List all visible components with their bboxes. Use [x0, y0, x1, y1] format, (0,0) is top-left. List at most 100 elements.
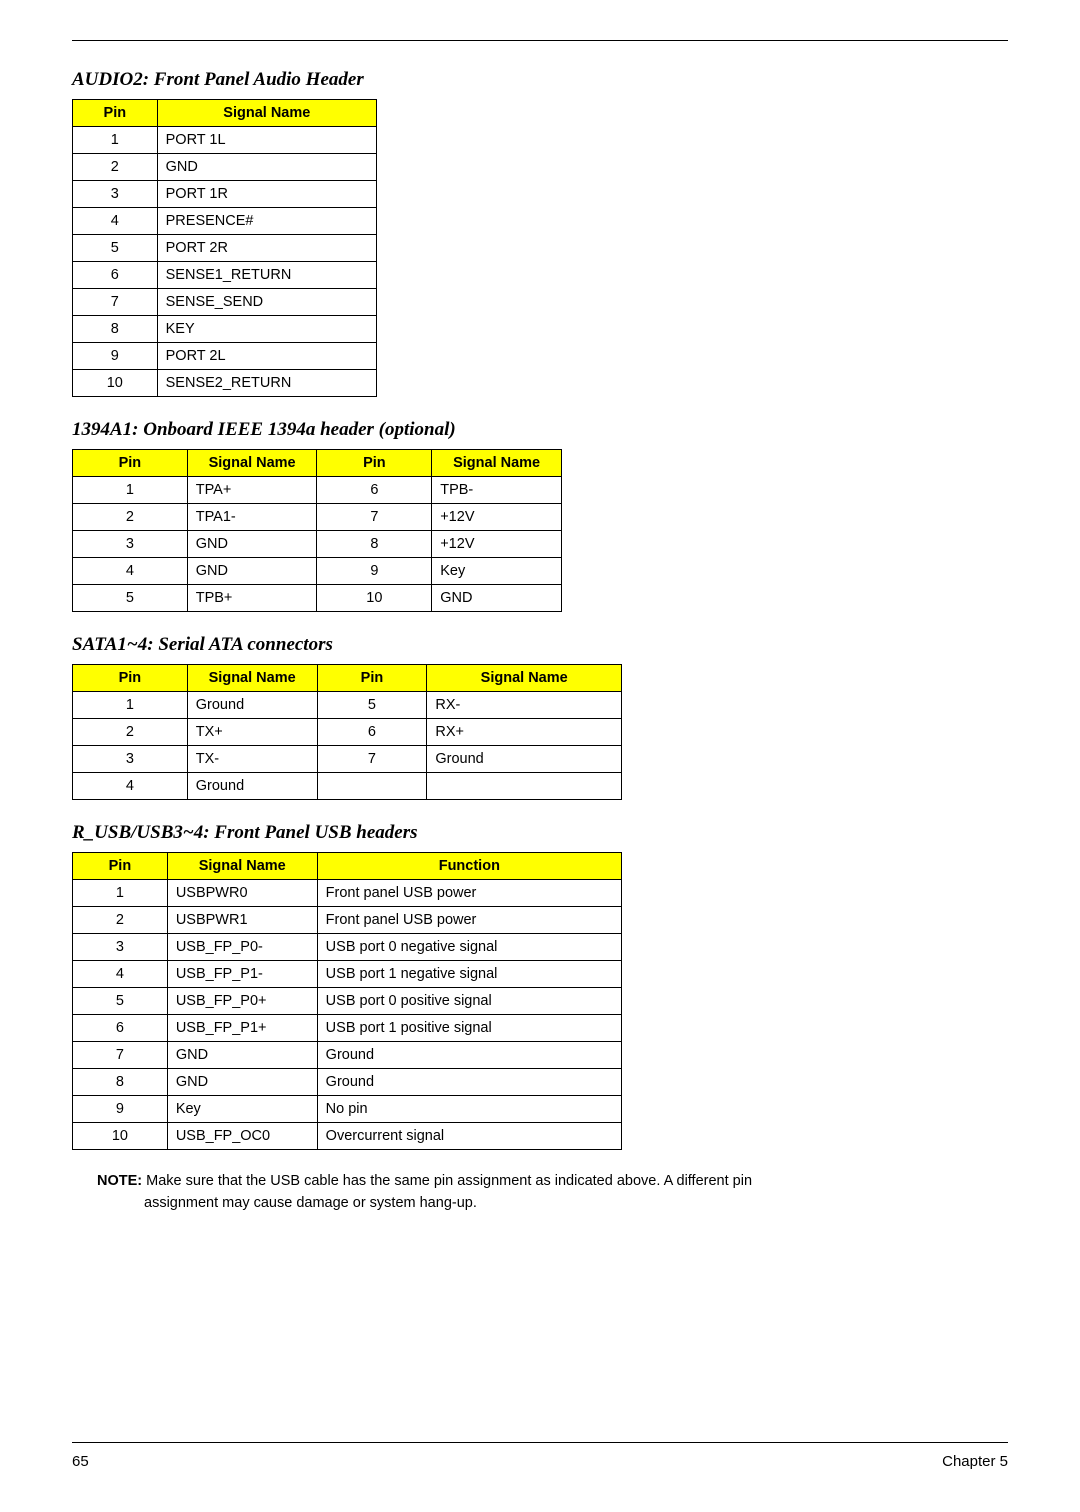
table-row: 9PORT 2L [73, 343, 377, 370]
th-pin2: Pin [317, 450, 432, 477]
cell: 2 [73, 907, 168, 934]
cell: TPB+ [187, 585, 317, 612]
cell: GND [187, 531, 317, 558]
th-signal2: Signal Name [427, 665, 622, 692]
cell: USB port 0 negative signal [317, 934, 621, 961]
note-text-line1: Make sure that the USB cable has the sam… [142, 1173, 752, 1189]
table-row: 2TX+6RX+ [73, 719, 622, 746]
cell: USB_FP_P1- [167, 961, 317, 988]
table-row: 4GND9Key [73, 558, 562, 585]
cell: 2 [73, 154, 158, 181]
cell: 9 [317, 558, 432, 585]
cell: Key [432, 558, 562, 585]
cell: SENSE1_RETURN [157, 262, 376, 289]
cell: 6 [317, 719, 427, 746]
table-sata: Pin Signal Name Pin Signal Name 1Ground5… [72, 664, 622, 800]
table-row: 5TPB+10GND [73, 585, 562, 612]
cell: PORT 1L [157, 127, 376, 154]
cell: USB port 1 positive signal [317, 1015, 621, 1042]
table-row: 3USB_FP_P0-USB port 0 negative signal [73, 934, 622, 961]
cell: 6 [317, 477, 432, 504]
section-title-sata: SATA1~4: Serial ATA connectors [72, 634, 1008, 656]
cell: PORT 2R [157, 235, 376, 262]
cell: PORT 2L [157, 343, 376, 370]
table-row: 3TX-7Ground [73, 746, 622, 773]
cell: 7 [73, 1042, 168, 1069]
cell: Key [167, 1096, 317, 1123]
cell: 8 [73, 1069, 168, 1096]
cell: SENSE2_RETURN [157, 370, 376, 397]
table-row: 2TPA1-7+12V [73, 504, 562, 531]
cell: TPA1- [187, 504, 317, 531]
chapter-label: Chapter 5 [942, 1453, 1008, 1470]
th-pin: Pin [73, 450, 188, 477]
cell: 10 [317, 585, 432, 612]
cell: 2 [73, 504, 188, 531]
cell: 5 [73, 585, 188, 612]
top-rule [72, 40, 1008, 41]
cell: USB_FP_P1+ [167, 1015, 317, 1042]
th-pin: Pin [73, 665, 188, 692]
table-row: 2USBPWR1Front panel USB power [73, 907, 622, 934]
table-row: 4PRESENCE# [73, 208, 377, 235]
cell: Front panel USB power [317, 880, 621, 907]
cell: Ground [317, 1069, 621, 1096]
cell [427, 773, 622, 800]
cell: 3 [73, 934, 168, 961]
th-signal: Signal Name [157, 100, 376, 127]
th-signal: Signal Name [187, 665, 317, 692]
th-signal: Signal Name [167, 853, 317, 880]
cell: 6 [73, 262, 158, 289]
cell: 9 [73, 343, 158, 370]
table-usb: Pin Signal Name Function 1USBPWR0Front p… [72, 852, 622, 1150]
cell: 4 [73, 961, 168, 988]
usb-note-line2: assignment may cause damage or system ha… [144, 1194, 1008, 1214]
cell: USBPWR1 [167, 907, 317, 934]
table-row: 1TPA+6TPB- [73, 477, 562, 504]
cell: TPA+ [187, 477, 317, 504]
cell: GND [167, 1069, 317, 1096]
note-label: NOTE: [97, 1173, 142, 1189]
cell: USB port 0 positive signal [317, 988, 621, 1015]
cell: Ground [187, 692, 317, 719]
th-pin: Pin [73, 853, 168, 880]
table-row: 1Ground5RX- [73, 692, 622, 719]
page-footer: 65 Chapter 5 [72, 1442, 1008, 1470]
cell: 9 [73, 1096, 168, 1123]
cell: Ground [187, 773, 317, 800]
table-row: 7SENSE_SEND [73, 289, 377, 316]
cell: PRESENCE# [157, 208, 376, 235]
th-signal: Signal Name [187, 450, 317, 477]
cell: 5 [317, 692, 427, 719]
section-title-audio2: AUDIO2: Front Panel Audio Header [72, 69, 1008, 91]
cell: 7 [73, 289, 158, 316]
cell: 2 [73, 719, 188, 746]
table-row: 10USB_FP_OC0Overcurrent signal [73, 1123, 622, 1150]
cell: +12V [432, 531, 562, 558]
cell: USB port 1 negative signal [317, 961, 621, 988]
table-row: 6SENSE1_RETURN [73, 262, 377, 289]
th-function: Function [317, 853, 621, 880]
th-signal2: Signal Name [432, 450, 562, 477]
section-title-1394: 1394A1: Onboard IEEE 1394a header (optio… [72, 419, 1008, 441]
table-row: 9KeyNo pin [73, 1096, 622, 1123]
cell: Ground [427, 746, 622, 773]
table-1394: Pin Signal Name Pin Signal Name 1TPA+6TP… [72, 449, 562, 612]
cell: GND [157, 154, 376, 181]
th-pin: Pin [73, 100, 158, 127]
cell: KEY [157, 316, 376, 343]
cell: 4 [73, 208, 158, 235]
usb-note: NOTE: Make sure that the USB cable has t… [97, 1172, 1008, 1192]
table-row: 2GND [73, 154, 377, 181]
table-row: 5USB_FP_P0+USB port 0 positive signal [73, 988, 622, 1015]
table-row: 4USB_FP_P1-USB port 1 negative signal [73, 961, 622, 988]
cell: TX- [187, 746, 317, 773]
table-row: 1USBPWR0Front panel USB power [73, 880, 622, 907]
table-row: 8KEY [73, 316, 377, 343]
page-number: 65 [72, 1453, 89, 1470]
cell: 4 [73, 773, 188, 800]
cell: USB_FP_P0+ [167, 988, 317, 1015]
cell: SENSE_SEND [157, 289, 376, 316]
table-row: 4Ground [73, 773, 622, 800]
cell: USBPWR0 [167, 880, 317, 907]
